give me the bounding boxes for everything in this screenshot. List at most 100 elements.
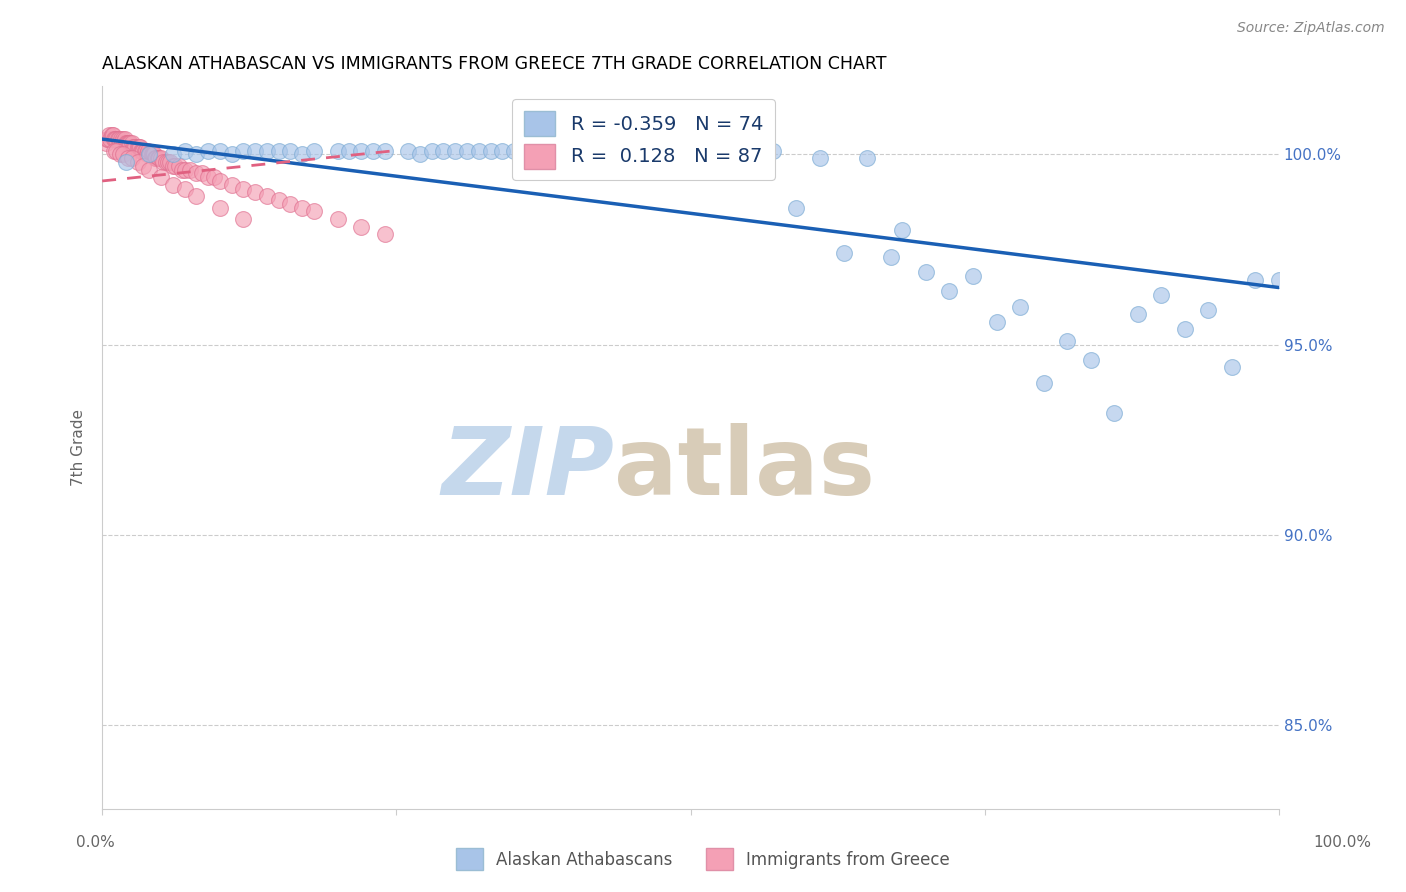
Point [1126, 307, 1149, 321]
Point [232, 212, 254, 227]
Point [633, 144, 655, 158]
Point [132, 144, 155, 158]
Point [143, 151, 166, 165]
Point [515, 147, 537, 161]
Point [103, 144, 125, 158]
Point [197, 170, 219, 185]
Point [302, 204, 325, 219]
Point [131, 144, 153, 158]
Point [1197, 303, 1219, 318]
Point [103, 132, 125, 146]
Point [856, 151, 879, 165]
Point [396, 144, 419, 158]
Point [256, 189, 278, 203]
Point [121, 139, 143, 153]
Point [129, 144, 152, 158]
Point [112, 132, 135, 146]
Point [337, 144, 360, 158]
Point [139, 147, 162, 161]
Point [1102, 406, 1125, 420]
Point [167, 159, 190, 173]
Text: 0.0%: 0.0% [76, 836, 115, 850]
Point [456, 144, 478, 158]
Point [256, 144, 278, 158]
Point [361, 144, 384, 158]
Point [150, 170, 173, 185]
Point [749, 144, 772, 158]
Point [1080, 352, 1102, 367]
Point [832, 246, 855, 260]
Point [762, 144, 785, 158]
Point [1032, 376, 1054, 390]
Point [135, 144, 157, 158]
Point [655, 144, 678, 158]
Point [302, 144, 325, 158]
Point [668, 144, 690, 158]
Point [291, 201, 314, 215]
Point [1008, 300, 1031, 314]
Point [105, 144, 128, 158]
Point [173, 162, 195, 177]
Point [173, 181, 195, 195]
Point [221, 178, 243, 192]
Point [202, 170, 225, 185]
Point [121, 151, 143, 165]
Text: Source: ZipAtlas.com: Source: ZipAtlas.com [1237, 21, 1385, 35]
Point [468, 144, 491, 158]
Point [374, 227, 396, 242]
Point [561, 144, 583, 158]
Point [891, 223, 914, 237]
Point [159, 155, 181, 169]
Point [326, 212, 349, 227]
Point [243, 186, 266, 200]
Point [114, 136, 136, 150]
Point [738, 155, 761, 169]
Point [165, 159, 187, 173]
Point [107, 132, 129, 146]
Legend: R = -0.359   N = 74, R =  0.128   N = 87: R = -0.359 N = 74, R = 0.128 N = 87 [512, 99, 775, 180]
Point [186, 166, 208, 180]
Point [962, 269, 984, 284]
Point [280, 144, 302, 158]
Point [703, 144, 725, 158]
Point [138, 162, 160, 177]
Point [172, 162, 194, 177]
Point [142, 147, 165, 161]
Point [374, 144, 396, 158]
Point [162, 159, 184, 173]
Point [120, 136, 142, 150]
Point [1174, 322, 1197, 336]
Point [620, 144, 643, 158]
Point [598, 144, 620, 158]
Point [94, 136, 117, 150]
Point [420, 144, 443, 158]
Point [727, 144, 749, 158]
Point [208, 174, 231, 188]
Point [145, 151, 167, 165]
Point [350, 144, 373, 158]
Point [128, 139, 150, 153]
Point [150, 151, 173, 165]
Point [714, 144, 737, 158]
Point [444, 144, 467, 158]
Point [1150, 288, 1173, 302]
Point [136, 144, 159, 158]
Y-axis label: 7th Grade: 7th Grade [72, 409, 86, 486]
Point [267, 144, 290, 158]
Point [291, 147, 314, 161]
Text: atlas: atlas [614, 423, 875, 515]
Point [938, 285, 960, 299]
Point [326, 144, 349, 158]
Point [243, 144, 266, 158]
Point [114, 155, 136, 169]
Point [186, 147, 208, 161]
Point [128, 139, 150, 153]
Point [98, 128, 121, 143]
Point [152, 155, 174, 169]
Point [155, 155, 177, 169]
Point [808, 151, 831, 165]
Point [1268, 273, 1291, 287]
Point [124, 139, 146, 153]
Point [550, 144, 572, 158]
Point [111, 136, 134, 150]
